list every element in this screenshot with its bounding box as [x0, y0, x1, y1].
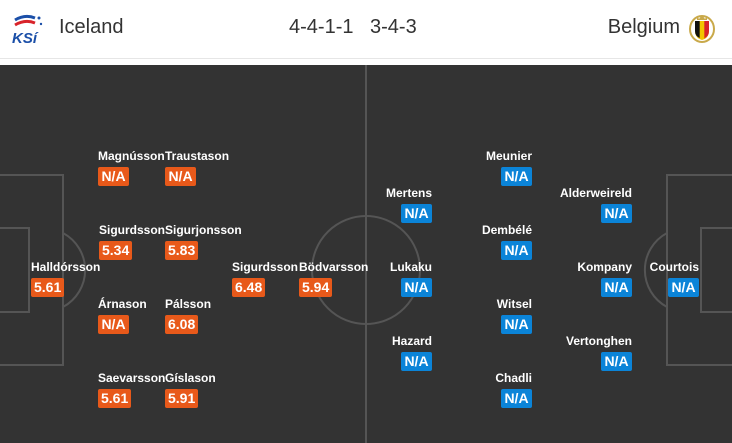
player-name: Bödvarsson: [299, 260, 369, 274]
match-header: KSí Iceland 4-4-1-1 3-4-3 Belgium: [0, 0, 732, 59]
player-name: Witsel: [496, 297, 532, 311]
player-name: Magnússon: [98, 149, 165, 163]
rating-badge: 5.34: [99, 241, 133, 260]
away-player[interactable]: Meunier N/A: [486, 149, 532, 186]
rating-badge: N/A: [501, 315, 532, 334]
svg-text:KSí: KSí: [12, 30, 39, 44]
player-name: Kompany: [577, 260, 632, 274]
player-name: Gíslason: [165, 371, 216, 385]
player-name: Halldórsson: [31, 260, 101, 274]
rating-badge: N/A: [98, 167, 129, 186]
away-player[interactable]: Kompany N/A: [577, 260, 632, 297]
away-player[interactable]: Mertens N/A: [386, 186, 432, 223]
player-name: Traustason: [165, 149, 230, 163]
away-player[interactable]: Dembélé N/A: [482, 223, 532, 260]
rating-badge: N/A: [601, 352, 632, 371]
player-name: Chadli: [495, 371, 532, 385]
rating-badge: 6.08: [165, 315, 199, 334]
player-name: Hazard: [391, 334, 432, 348]
player-name: Lukaku: [389, 260, 432, 274]
player-name: Pálsson: [165, 297, 212, 311]
home-player[interactable]: Bödvarsson 5.94: [299, 260, 368, 297]
iceland-logo-icon: KSí: [12, 14, 43, 44]
away-team-name: Belgium: [607, 16, 680, 38]
player-name: Dembélé: [481, 223, 532, 237]
home-player[interactable]: Sigurdsson 5.34: [99, 223, 165, 260]
rating-badge: N/A: [501, 241, 532, 260]
rating-badge: N/A: [501, 389, 532, 408]
player-name: Alderweireld: [559, 186, 632, 200]
rating-badge: N/A: [601, 278, 632, 297]
rating-badge: 5.61: [98, 389, 132, 408]
player-name: Árnason: [98, 297, 147, 311]
rating-badge: N/A: [401, 278, 432, 297]
home-player[interactable]: Sigurjonsson 5.83: [165, 223, 242, 260]
player-name: Sigurdsson: [232, 260, 299, 274]
player-name: Mertens: [385, 186, 432, 200]
home-formation: 4-4-1-1: [289, 16, 354, 38]
player-name: Saevarsson: [98, 371, 166, 385]
rating-badge: 5.91: [165, 389, 199, 408]
home-player[interactable]: Halldórsson 5.61: [31, 260, 100, 297]
belgium-crest-icon: [689, 15, 715, 43]
away-player[interactable]: Chadli N/A: [495, 371, 532, 408]
home-player[interactable]: Magnússon N/A: [98, 149, 165, 186]
player-name: Sigurjonsson: [165, 223, 242, 237]
rating-badge: 5.83: [165, 241, 199, 260]
away-player[interactable]: Alderweireld N/A: [560, 186, 632, 223]
rating-badge: 6.48: [232, 278, 266, 297]
rating-badge: 5.94: [299, 278, 333, 297]
rating-badge: N/A: [98, 315, 129, 334]
away-formation: 3-4-3: [370, 16, 417, 38]
away-player[interactable]: Vertonghen N/A: [566, 334, 632, 371]
away-player[interactable]: Hazard N/A: [392, 334, 432, 371]
rating-badge: 5.61: [31, 278, 65, 297]
rating-badge: N/A: [165, 167, 196, 186]
home-player[interactable]: Pálsson 6.08: [165, 297, 211, 334]
player-name: Sigurdsson: [99, 223, 166, 237]
away-player[interactable]: Courtois N/A: [650, 260, 699, 297]
home-player[interactable]: Traustason N/A: [165, 149, 229, 186]
home-player[interactable]: Gíslason 5.91: [165, 371, 216, 408]
player-name: Courtois: [649, 260, 699, 274]
rating-badge: N/A: [401, 204, 432, 223]
rating-badge: N/A: [401, 352, 432, 371]
pitch-lines: [0, 65, 732, 443]
rating-badge: N/A: [668, 278, 699, 297]
player-name: Vertonghen: [565, 334, 632, 348]
home-player[interactable]: Saevarsson 5.61: [98, 371, 165, 408]
player-name: Meunier: [485, 149, 532, 163]
away-player[interactable]: Lukaku N/A: [390, 260, 432, 297]
rating-badge: N/A: [601, 204, 632, 223]
home-player[interactable]: Árnason N/A: [98, 297, 147, 334]
away-player[interactable]: Witsel N/A: [497, 297, 532, 334]
rating-badge: N/A: [501, 167, 532, 186]
home-player[interactable]: Sigurdsson 6.48: [232, 260, 298, 297]
home-team-name: Iceland: [59, 16, 124, 38]
